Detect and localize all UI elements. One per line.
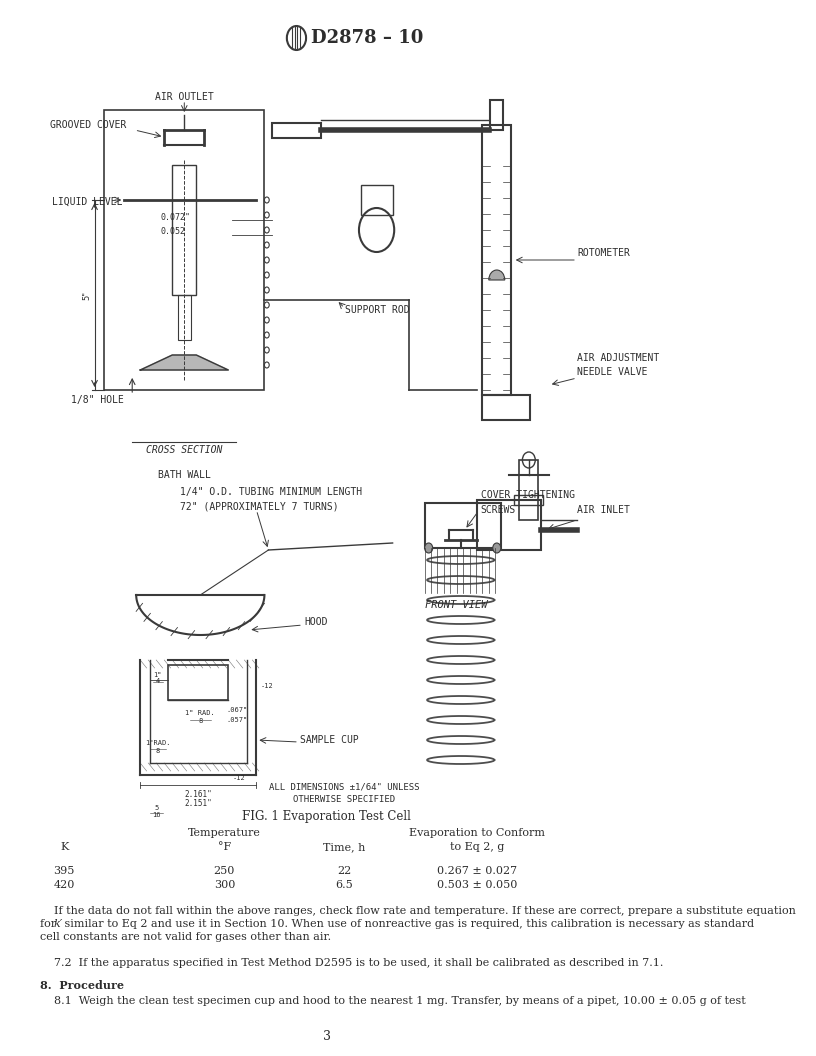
Circle shape — [424, 543, 432, 553]
Text: 4: 4 — [156, 678, 160, 684]
Text: 8: 8 — [156, 748, 160, 754]
Text: Temperature: Temperature — [188, 828, 261, 838]
Text: 3: 3 — [323, 1030, 331, 1043]
Text: 0.267 ± 0.027: 0.267 ± 0.027 — [437, 866, 517, 876]
Text: °F: °F — [218, 842, 231, 852]
Text: cell constants are not valid for gases other than air.: cell constants are not valid for gases o… — [40, 932, 331, 942]
Bar — [477, 499, 541, 550]
Bar — [514, 495, 543, 505]
Text: -12: -12 — [233, 775, 245, 781]
Text: k′: k′ — [54, 919, 63, 929]
Text: .057": .057" — [227, 717, 248, 723]
Text: 7.2  If the apparatus specified in Test Method D2595 is to be used, it shall be : 7.2 If the apparatus specified in Test M… — [55, 958, 664, 968]
Bar — [273, 122, 321, 138]
Text: HOOD: HOOD — [304, 617, 328, 627]
Circle shape — [493, 543, 501, 553]
Text: 0.052: 0.052 — [160, 227, 185, 237]
Text: 250: 250 — [214, 866, 235, 876]
Text: BATH WALL: BATH WALL — [157, 470, 211, 480]
Text: If the data do not fall within the above ranges, check flow rate and temperature: If the data do not fall within the above… — [55, 906, 796, 916]
Bar — [172, 165, 197, 295]
Text: for: for — [40, 919, 60, 929]
Bar — [178, 295, 191, 340]
Bar — [490, 100, 503, 130]
Text: to Eq 2, g: to Eq 2, g — [450, 842, 504, 852]
Text: -12: -12 — [260, 683, 273, 689]
Text: similar to Eq 2 and use it in Section 10. When use of nonreactive gas is require: similar to Eq 2 and use it in Section 10… — [61, 919, 754, 929]
Text: 8: 8 — [198, 718, 202, 724]
Text: AIR INLET: AIR INLET — [577, 505, 630, 515]
Text: FRONT VIEW: FRONT VIEW — [425, 600, 488, 610]
Text: 1/4" O.D. TUBING MINIMUM LENGTH
72" (APPROXIMATELY 7 TURNS): 1/4" O.D. TUBING MINIMUM LENGTH 72" (APP… — [180, 487, 362, 512]
Text: 5: 5 — [154, 805, 158, 811]
Text: COVER TIGHTENING
SCREWS: COVER TIGHTENING SCREWS — [481, 490, 574, 514]
Text: Time, h: Time, h — [323, 842, 366, 852]
Text: 300: 300 — [214, 880, 235, 890]
Bar — [104, 110, 264, 390]
Text: .067": .067" — [227, 708, 248, 713]
Bar — [482, 125, 511, 395]
Text: SAMPLE CUP: SAMPLE CUP — [300, 735, 359, 744]
Text: 420: 420 — [53, 880, 75, 890]
Text: 0.503 ± 0.050: 0.503 ± 0.050 — [437, 880, 517, 890]
Text: 8.  Procedure: 8. Procedure — [40, 980, 124, 991]
Bar — [361, 185, 392, 215]
Text: Evaporation to Conform: Evaporation to Conform — [409, 828, 545, 838]
Text: 1" RAD.: 1" RAD. — [185, 710, 215, 716]
Text: 2.161": 2.161" — [184, 790, 212, 799]
Text: 22: 22 — [337, 866, 352, 876]
Bar — [519, 460, 539, 520]
Text: AIR ADJUSTMENT
NEEDLE VALVE: AIR ADJUSTMENT NEEDLE VALVE — [577, 353, 659, 377]
Text: SUPPORT ROD: SUPPORT ROD — [344, 305, 409, 315]
Text: 6.5: 6.5 — [335, 880, 353, 890]
Bar — [168, 665, 228, 700]
Text: AIR OUTLET: AIR OUTLET — [155, 92, 214, 102]
Text: 1"RAD.: 1"RAD. — [145, 740, 171, 746]
Bar — [424, 503, 501, 548]
Text: ROTOMETER: ROTOMETER — [577, 248, 630, 258]
Text: 395: 395 — [53, 866, 75, 876]
Text: CROSS SECTION: CROSS SECTION — [146, 445, 223, 455]
Text: 1/8" HOLE: 1/8" HOLE — [71, 395, 124, 406]
Text: ALL DIMENSIONS ±1/64" UNLESS
OTHERWISE SPECIFIED: ALL DIMENSIONS ±1/64" UNLESS OTHERWISE S… — [269, 782, 419, 804]
Text: D2878 – 10: D2878 – 10 — [311, 29, 424, 48]
Text: GROOVED COVER: GROOVED COVER — [51, 120, 126, 130]
Text: 16: 16 — [152, 812, 161, 818]
Text: 1": 1" — [153, 672, 162, 678]
Text: LIQUID LEVEL: LIQUID LEVEL — [52, 197, 122, 207]
Text: FIG. 1 Evaporation Test Cell: FIG. 1 Evaporation Test Cell — [242, 810, 411, 823]
Bar — [482, 395, 530, 420]
Text: 0.072": 0.072" — [160, 213, 190, 223]
Text: 5": 5" — [82, 290, 91, 300]
Text: 8.1  Weigh the clean test specimen cup and hood to the nearest 1 mg. Transfer, b: 8.1 Weigh the clean test specimen cup an… — [55, 996, 747, 1006]
Polygon shape — [140, 355, 228, 370]
Wedge shape — [489, 270, 505, 280]
Text: K: K — [60, 842, 69, 852]
Text: 2.151": 2.151" — [184, 799, 212, 808]
